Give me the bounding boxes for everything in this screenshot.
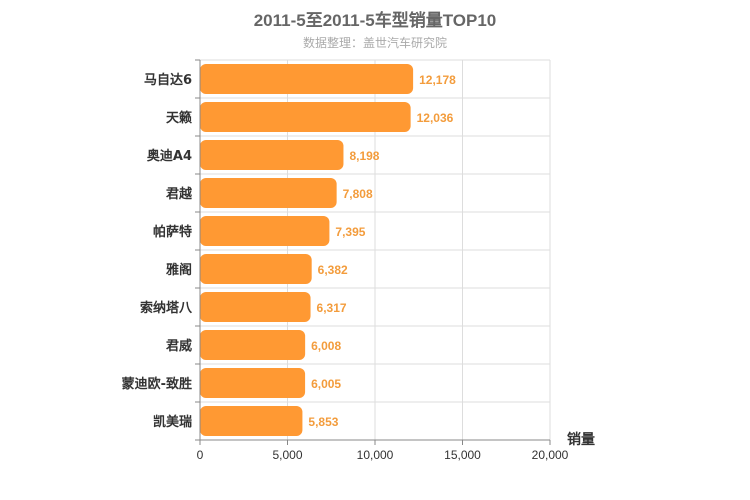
x-tick-label: 10,000 bbox=[357, 448, 394, 462]
x-tick-label: 20,000 bbox=[532, 448, 569, 462]
bar bbox=[200, 368, 306, 398]
category-label: 天籁 bbox=[166, 110, 192, 126]
category-label: 君越 bbox=[166, 186, 193, 202]
bar bbox=[200, 178, 337, 208]
bar bbox=[200, 292, 311, 322]
value-label: 6,317 bbox=[317, 301, 347, 315]
category-label: 蒙迪欧-致胜 bbox=[122, 376, 192, 392]
value-label: 6,382 bbox=[318, 263, 348, 277]
x-tick-label: 15,000 bbox=[444, 448, 481, 462]
chart-title: 2011-5至2011-5车型销量TOP10 bbox=[253, 11, 497, 30]
bar bbox=[200, 64, 414, 94]
x-tick-label: 0 bbox=[197, 448, 204, 462]
value-label: 12,178 bbox=[419, 73, 456, 87]
value-label: 7,808 bbox=[343, 187, 373, 201]
category-label: 雅阁 bbox=[166, 262, 192, 278]
value-label: 6,005 bbox=[311, 377, 341, 391]
value-label: 5,853 bbox=[308, 415, 338, 429]
bar bbox=[200, 216, 330, 246]
category-label: 凯美瑞 bbox=[153, 414, 192, 430]
value-label: 6,008 bbox=[311, 339, 341, 353]
category-label: 索纳塔八 bbox=[140, 300, 193, 316]
bar bbox=[200, 140, 344, 170]
category-label: 奥迪A4 bbox=[147, 148, 192, 164]
category-label: 君威 bbox=[166, 338, 192, 354]
bar bbox=[200, 102, 411, 132]
x-tick-label: 5,000 bbox=[272, 448, 302, 462]
value-label: 12,036 bbox=[417, 111, 454, 125]
value-label: 7,395 bbox=[335, 225, 365, 239]
x-axis-title: 销量 bbox=[567, 431, 595, 448]
bar bbox=[200, 406, 303, 436]
category-label: 马自达6 bbox=[144, 72, 192, 88]
bar bbox=[200, 330, 306, 360]
bar bbox=[200, 254, 312, 284]
value-label: 8,198 bbox=[349, 149, 379, 163]
category-label: 帕萨特 bbox=[153, 224, 192, 240]
bar-layer: 12,178 12,036 8,198 7,808 7,395 6,382 6,317 6,0… bbox=[200, 64, 456, 436]
chart-subtitle: 数据整理：盖世汽车研究院 bbox=[302, 36, 447, 50]
